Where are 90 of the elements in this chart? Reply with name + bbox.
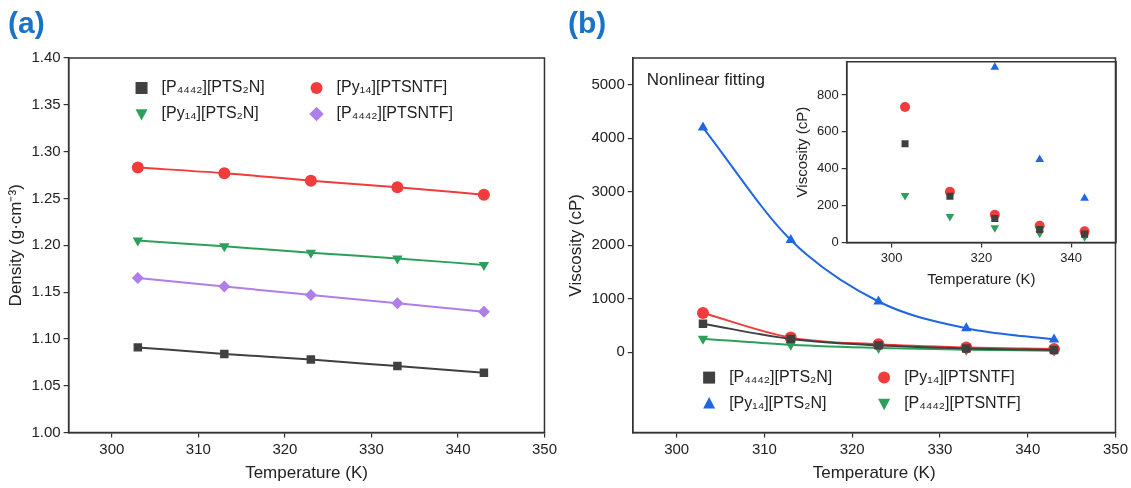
y-axis-title: Viscosity (cP) [565,193,585,297]
y-tick-label: 1000 [591,288,625,306]
point [696,307,709,319]
legend-label: [Py₁₄][PTSNTF] [904,368,1015,386]
x-axis-title: Temperature (K) [245,463,368,483]
point [1036,225,1044,234]
x-tick-label: 330 [927,439,953,457]
point [477,188,490,201]
y-tick-label: 600 [816,123,839,139]
point [1048,333,1060,343]
point [477,305,490,318]
point [990,225,1000,233]
point [697,335,709,345]
point [393,361,402,371]
point [945,214,955,222]
y-tick-label: 0 [831,233,839,249]
x-tick-label: 310 [751,439,777,457]
y-tick-label: 1.20 [31,235,61,253]
x-axis-title: Temperature (K) [812,463,936,483]
point [131,272,144,285]
x-tick-label: 300 [664,439,690,457]
y-tick-label: 200 [816,197,839,213]
point [391,297,404,310]
x-tick-label: 320 [272,439,298,457]
y-tick-label: 3000 [591,181,625,199]
point [961,322,972,332]
point [391,181,404,194]
y-tick-label: 1.30 [31,141,61,159]
legend-label: [Py₁₄][PTS₂N] [729,394,827,412]
y-tick-label: 400 [816,160,839,176]
y-tick-label: 1.05 [31,375,61,393]
y-tick-label: 0 [616,342,625,360]
legend-label: [Py₁₄][PTS₂N] [161,104,259,122]
point [946,192,954,200]
point [218,167,231,180]
legend-label: [P₄₄₄₂][PTSNTF] [904,394,1021,412]
point [219,243,230,253]
y-tick-label: 1.40 [31,48,61,66]
legend-label: [P₄₄₄₂][PTSNTF] [336,104,454,122]
point [305,249,317,259]
point [1035,154,1045,162]
x-tick-label: 300 [99,439,125,457]
point [900,192,910,201]
legend-label: [Py₁₄][PTSNTF] [336,78,448,96]
y-tick-label: 1.00 [31,422,61,440]
x-tick-label: 340 [1015,439,1041,457]
point [306,355,316,364]
point [991,214,999,222]
x-tick-label: 340 [445,439,471,457]
point [304,288,317,301]
x-tick-label: 350 [531,439,557,457]
point [698,319,708,328]
point [901,140,909,148]
y-tick-label: 2000 [591,235,625,253]
point [478,261,490,271]
x-tick-label: 320 [839,439,865,457]
point [220,349,229,359]
y-tick-label: 5000 [591,74,625,92]
point [1081,230,1089,238]
y-axis-title: Density (g·cm⁻³) [5,184,25,307]
y-tick-label: 800 [816,86,839,102]
y-tick-label: 1.10 [31,329,61,347]
x-tick-label: 330 [358,439,384,457]
x-tick-label: 310 [185,439,211,457]
point [697,121,709,131]
legend-label: [P₄₄₄₂][PTS₂N] [161,78,265,96]
x-tick-label: 340 [1060,249,1082,265]
point [479,368,489,377]
point [304,174,317,187]
point [900,101,911,112]
point [218,280,231,293]
x-tick-label: 300 [880,249,903,265]
y-tick-label: 1.15 [31,282,61,300]
y-tick-label: 1.25 [31,188,61,206]
point [131,161,144,174]
point [392,255,403,265]
y-axis-title: Viscosity (cP) [793,106,811,198]
y-tick-label: 1.35 [31,94,61,112]
x-tick-label: 350 [1102,439,1128,457]
point [785,233,796,243]
y-tick-label: 4000 [591,128,625,146]
legend-label: [P₄₄₄₂][PTS₂N] [729,368,833,386]
x-tick-label: 320 [970,249,993,265]
point [990,62,1000,70]
x-axis-title: Temperature (K) [927,270,1036,288]
point [133,343,143,352]
point [1080,193,1089,201]
chart-title: (a) [8,6,45,40]
annotation: Nonlinear fitting [646,70,765,90]
chart-title: (b) [568,6,607,40]
